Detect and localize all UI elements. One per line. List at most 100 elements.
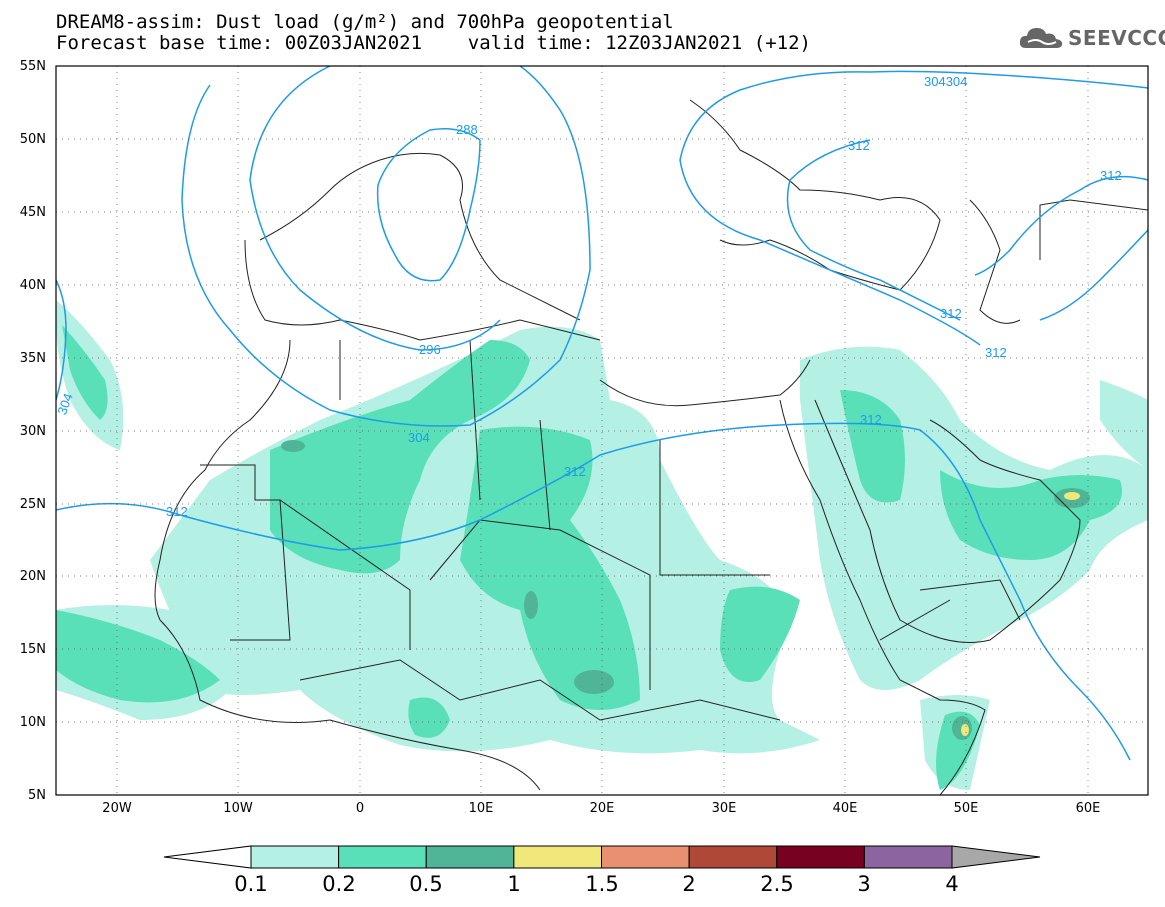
dust-band-arabia-north	[840, 390, 905, 503]
colorbar-swatch	[776, 845, 865, 869]
colorbar-over-arrow	[951, 845, 1041, 869]
sahel-borders	[299, 659, 781, 721]
dust-core-libya	[524, 591, 538, 619]
lat-label: 50N	[19, 132, 46, 147]
dust-band-libya-chad	[460, 426, 640, 710]
mauritania-border	[200, 464, 291, 641]
title-line-2: Forecast base time: 00Z03JAN2021 valid t…	[56, 32, 811, 54]
red-sea-west-coast	[779, 399, 986, 795]
title-line-1: DREAM8-assim: Dust load (g/m²) and 700hP…	[56, 11, 674, 33]
colorbar-label: 4	[945, 872, 959, 896]
arabia-coast	[814, 399, 1081, 643]
iberia-north-africa	[244, 239, 601, 341]
logo-text: SEEVCCC	[1068, 26, 1165, 50]
coastlines-borders	[154, 99, 1148, 795]
dust-band-atlantic	[62, 325, 108, 420]
dust-band-nigeria	[408, 697, 450, 738]
lat-label: 10N	[19, 715, 46, 730]
contour-labels: 312 312 312 312 312 312 312 304 296 288 …	[54, 74, 1121, 519]
map-frame	[55, 65, 1149, 796]
lon-label: 10W	[223, 801, 253, 816]
sahara-borders	[279, 499, 651, 690]
west-africa-coast	[154, 339, 541, 791]
lat-label: 30N	[19, 424, 46, 439]
contour-304-europe	[181, 66, 591, 427]
dust-peak-somalia	[961, 724, 969, 736]
lon-label: 50E	[953, 801, 979, 816]
contour-312-caspian	[1039, 229, 1148, 321]
contour-label: 312	[564, 464, 586, 479]
colorbar-label: 3	[857, 872, 871, 896]
lon-label: 10E	[468, 801, 494, 816]
geopotential-contours	[56, 66, 1148, 761]
dust-peak-gulf	[1064, 492, 1080, 500]
dust-band-algeria	[270, 340, 530, 574]
colorbar-swatch	[513, 845, 602, 869]
black-sea	[689, 99, 941, 291]
europe-south-coast	[259, 152, 581, 321]
lat-label: 20N	[19, 569, 46, 584]
lon-label: 40E	[832, 801, 858, 816]
contour-label: 312	[848, 138, 870, 153]
lon-label: 30E	[711, 801, 737, 816]
contour-label: 288	[456, 122, 478, 137]
dust-band-sudan	[720, 586, 800, 682]
colorbar-swatch	[688, 845, 778, 869]
contour-304-east	[679, 70, 1148, 346]
central-asia-borders	[1039, 199, 1148, 260]
dust-band-senegal	[56, 610, 220, 703]
seevccc-logo: SEEVCCC	[1018, 24, 1165, 52]
lat-label: 25N	[19, 497, 46, 512]
contour-label: 312	[860, 412, 882, 427]
lat-label: 35N	[19, 351, 46, 366]
colorbar	[163, 845, 1041, 869]
colorbar-swatch	[338, 845, 427, 869]
contour-label: 312	[940, 306, 962, 321]
lon-label: 20W	[102, 801, 132, 816]
caspian-sea	[969, 199, 1021, 324]
colorbar-label: 0.5	[409, 872, 443, 896]
contour-label: 296	[419, 342, 441, 357]
lon-label: 0	[355, 801, 365, 816]
colorbar-label: 1.5	[585, 872, 619, 896]
egypt-border	[659, 440, 770, 576]
colorbar-swatch	[601, 845, 690, 869]
contour-label: 312	[166, 504, 188, 519]
north-africa-coast	[599, 359, 811, 407]
grid-lines	[56, 66, 1148, 795]
colorbar-label: 0.2	[322, 872, 356, 896]
colorbar-under-arrow	[163, 845, 252, 869]
colorbar-label: 2	[682, 872, 696, 896]
colorbar-label: 0.1	[234, 872, 268, 896]
contour-312-south	[56, 422, 1131, 761]
colorbar-label: 1	[507, 872, 521, 896]
lat-label: 55N	[19, 59, 46, 74]
colorbar-label: 2.5	[760, 872, 794, 896]
lat-label: 40N	[19, 278, 46, 293]
lat-label: 15N	[19, 642, 46, 657]
contour-label: 304	[408, 430, 430, 445]
dust-core-algeria	[281, 440, 305, 452]
dust-core-chad	[574, 670, 614, 694]
contour-label: 304304	[924, 74, 967, 89]
contour-label: 304	[54, 391, 76, 417]
colorbar-swatch	[863, 845, 953, 869]
lon-label: 20E	[589, 801, 615, 816]
contour-312-north	[786, 139, 961, 321]
colorbar-swatch	[250, 845, 340, 869]
cloud-icon	[1019, 28, 1063, 48]
contour-296	[249, 66, 501, 351]
dust-shading	[56, 300, 1148, 790]
lat-label: 5N	[28, 788, 46, 803]
colorbar-swatch	[425, 845, 515, 869]
contour-label: 312	[1100, 168, 1122, 183]
lon-label: 60E	[1075, 801, 1101, 816]
lat-label: 45N	[19, 205, 46, 220]
contour-label: 312	[985, 345, 1007, 360]
dust-region-iran	[1100, 380, 1148, 470]
contour-304-atlantic	[56, 279, 67, 401]
contour-288	[376, 128, 481, 282]
maghreb-borders	[339, 339, 551, 531]
yemen-oman-borders	[879, 579, 1021, 641]
